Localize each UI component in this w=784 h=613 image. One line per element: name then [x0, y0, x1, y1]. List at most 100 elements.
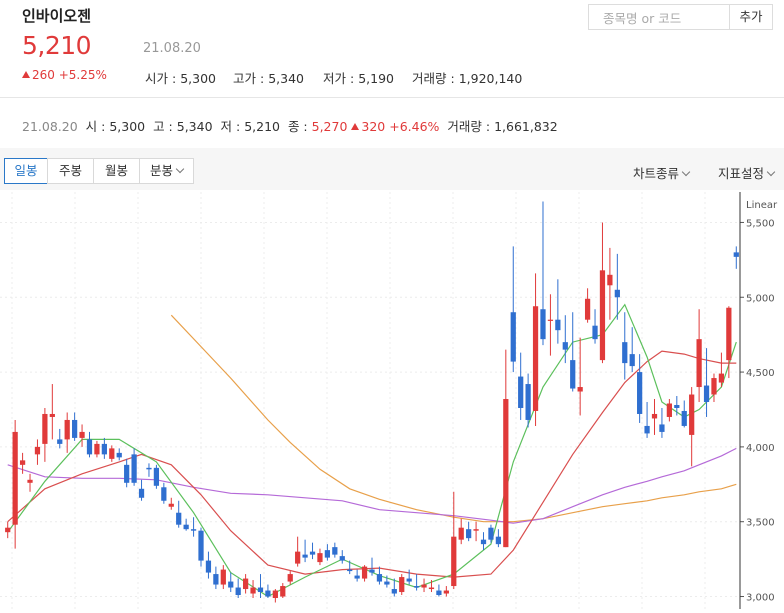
candle-body	[49, 413, 55, 417]
candle-body	[205, 560, 212, 573]
y-axis-tick-label: 5,000	[746, 293, 775, 304]
candle-body	[161, 487, 167, 501]
daily-change-percent: +6.46%	[389, 119, 440, 134]
candle-body	[302, 554, 308, 558]
open-label: 시가	[145, 71, 169, 86]
candle-body	[547, 319, 554, 321]
candle-body	[138, 488, 145, 498]
candle-body	[64, 419, 70, 440]
price-date: 21.08.20	[143, 41, 201, 56]
daily-close: 5,270	[311, 119, 348, 134]
candle-body	[584, 298, 591, 320]
add-button[interactable]: 추가	[729, 4, 773, 30]
candle-body	[79, 431, 85, 438]
tab-monthly[interactable]: 월봉	[93, 158, 140, 184]
candle-body	[488, 527, 494, 540]
candle-body	[562, 342, 568, 350]
y-axis-tick-label: 4,000	[746, 443, 775, 454]
stock-name: 인바이오젠	[22, 7, 92, 25]
search-box	[588, 4, 730, 30]
candle-body	[42, 413, 48, 444]
ma120-line	[170, 314, 737, 523]
candle-body	[131, 454, 137, 483]
candle-body	[339, 556, 345, 561]
candle-body	[109, 448, 115, 459]
daily-change-value: 320	[361, 119, 386, 134]
candle-body	[532, 306, 539, 411]
candle-body	[101, 443, 107, 455]
candle-body	[86, 439, 93, 455]
daily-low: 5,210	[244, 119, 280, 134]
candle-body	[651, 413, 658, 419]
low-stat: 저가 : 5,190	[323, 71, 394, 86]
candle-body	[689, 394, 695, 435]
candle-body	[272, 590, 278, 599]
candle-body	[235, 587, 241, 596]
tab-minute-label: 분봉	[149, 163, 173, 178]
y-axis-tick-label: 3,000	[746, 593, 775, 604]
tab-weekly[interactable]: 주봉	[47, 158, 94, 184]
candle-body	[153, 467, 160, 486]
candle-body	[570, 360, 576, 389]
candle-body	[466, 529, 472, 539]
candle-body	[711, 378, 717, 395]
candle-body	[406, 578, 412, 582]
daily-open-label: 시	[85, 119, 98, 134]
ma60-line	[7, 447, 737, 524]
candle-body	[622, 342, 628, 364]
candle-body	[473, 529, 479, 531]
candle-body	[168, 503, 174, 507]
candle-body	[726, 307, 732, 361]
chevron-down-icon	[681, 167, 691, 177]
candle-body	[354, 575, 360, 579]
volume-value: 1,920,140	[458, 71, 523, 86]
candlestick-chart[interactable]: 5,500 5,000 4,500 4,000 3,500 3,000 Linear	[0, 192, 784, 609]
candle-body	[190, 529, 197, 531]
candle-body	[733, 252, 739, 257]
divider	[0, 97, 784, 98]
high-stat: 고가 : 5,340	[233, 71, 304, 86]
candle-body	[451, 536, 457, 587]
candle-body	[607, 274, 613, 286]
open-value: 5,300	[180, 71, 216, 86]
candle-body	[361, 566, 368, 579]
y-axis-tick-label: 5,500	[746, 218, 775, 229]
daily-volume-label: 거래량	[447, 119, 482, 134]
price-chart[interactable]: 5,500 5,000 4,500 4,000 3,500 3,000 Linear	[0, 192, 784, 609]
candle-body	[592, 325, 598, 340]
search-input[interactable]	[601, 6, 725, 30]
ma20-line	[7, 350, 737, 578]
up-arrow-icon	[22, 71, 30, 78]
candle-body	[5, 527, 11, 533]
tab-minute[interactable]: 분봉	[139, 158, 194, 184]
candle-body	[94, 443, 100, 455]
candle-body	[458, 527, 464, 540]
candle-body	[718, 373, 725, 383]
chevron-down-icon	[766, 167, 776, 177]
change-value: 260	[32, 68, 55, 82]
change-percent: +5.25%	[58, 68, 107, 82]
candle-body	[198, 530, 204, 561]
candle-body	[674, 404, 680, 408]
candle-body	[637, 372, 643, 414]
scale-label: Linear	[746, 200, 778, 211]
y-axis-tick-label: 3,500	[746, 518, 775, 529]
daily-open: 5,300	[109, 119, 146, 134]
open-stat: 시가 : 5,300	[145, 71, 216, 86]
candle-body	[347, 569, 353, 572]
candle-body	[480, 539, 487, 545]
candle-body	[317, 553, 323, 563]
candle-body	[19, 460, 26, 465]
chart-type-dropdown[interactable]: 차트종류	[633, 163, 691, 182]
candle-body	[443, 590, 449, 594]
candle-body	[599, 270, 606, 361]
candle-body	[384, 581, 390, 585]
candle-body	[280, 586, 286, 597]
candle-body	[376, 574, 383, 582]
tab-daily[interactable]: 일봉	[4, 158, 48, 184]
indicator-dropdown[interactable]: 지표설정	[718, 163, 776, 182]
candle-body	[124, 464, 130, 483]
chart-type-label: 차트종류	[633, 166, 680, 181]
chevron-down-icon	[175, 164, 185, 174]
candle-body	[324, 550, 331, 558]
